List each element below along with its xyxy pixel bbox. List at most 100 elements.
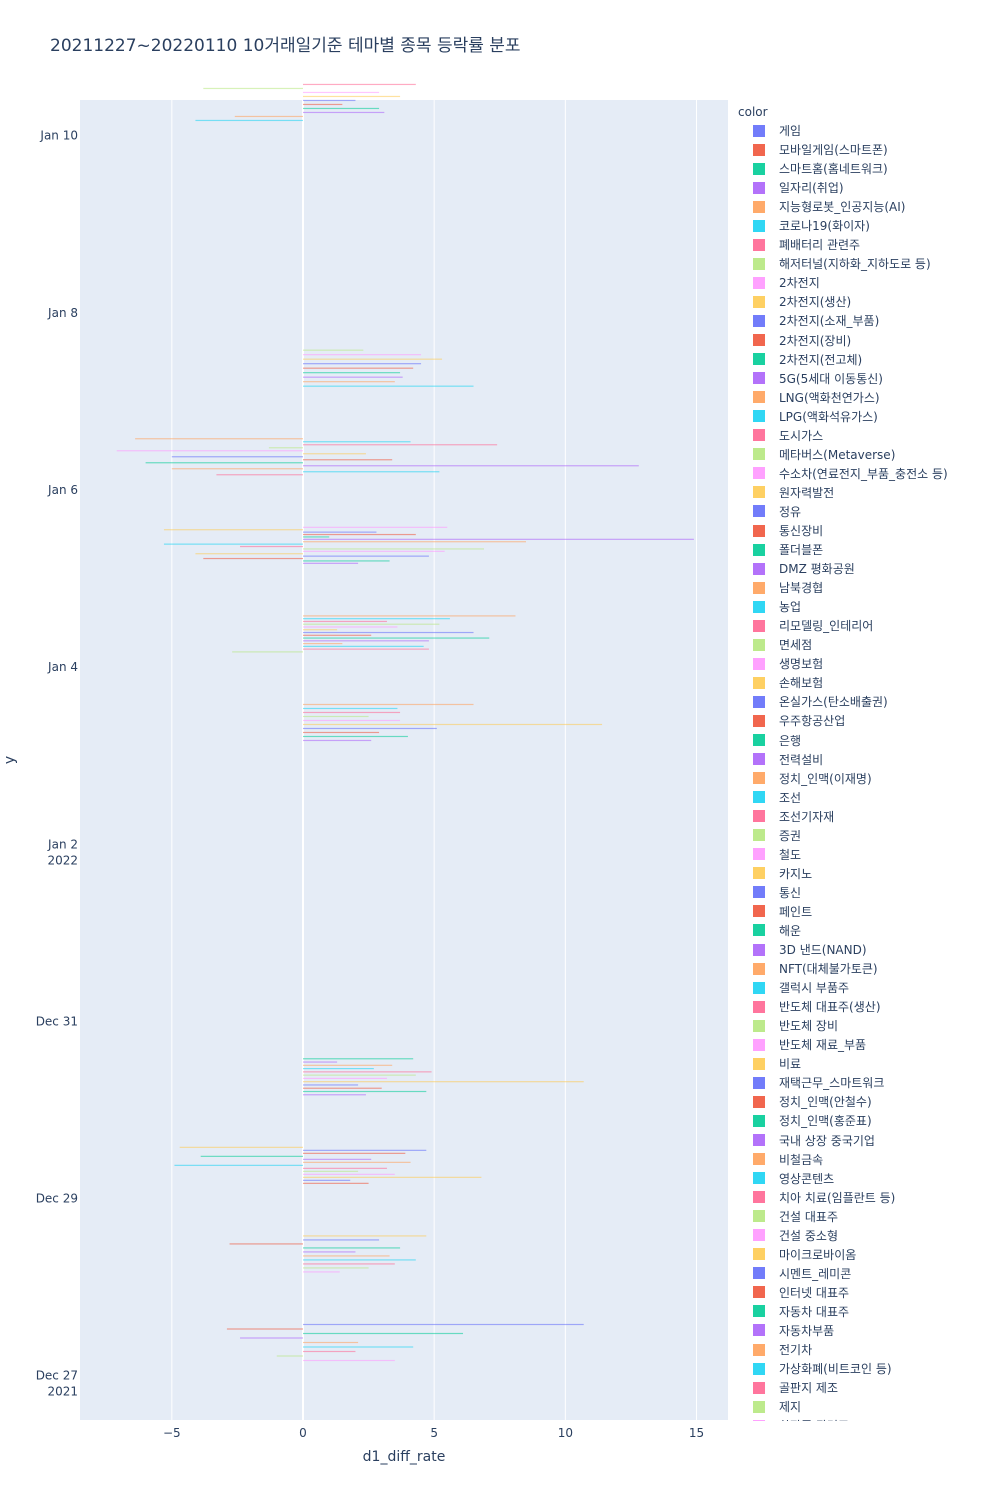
legend-swatch: [753, 695, 765, 708]
legend-item[interactable]: 2차전지(생산): [738, 292, 1000, 311]
legend-item[interactable]: 메타버스(Metaverse): [738, 445, 1000, 464]
legend-item[interactable]: LNG(액화천연가스): [738, 388, 1000, 407]
legend-label: 남북경협: [779, 581, 824, 596]
bar: [302, 560, 390, 562]
legend-swatch: [753, 1210, 765, 1223]
legend-item[interactable]: 치아 치료(임플란트 등): [738, 1188, 1000, 1207]
legend-item[interactable]: 조선기자재: [738, 807, 1000, 826]
legend-item[interactable]: 전기차: [738, 1340, 1000, 1359]
bar: [302, 1267, 369, 1269]
legend-item[interactable]: 반도체 대표주(생산): [738, 997, 1000, 1016]
legend-item[interactable]: 일자리(취업): [738, 178, 1000, 197]
legend-label: 가상화폐(비트코인 등): [779, 1362, 892, 1377]
legend-item[interactable]: 화장품 관련주: [738, 1416, 1000, 1421]
legend-swatch: [753, 1019, 765, 1032]
legend-item[interactable]: 자동차 대표주: [738, 1302, 1000, 1321]
legend-item[interactable]: 농업: [738, 597, 1000, 616]
legend-item[interactable]: 2차전지(소재_부품): [738, 311, 1000, 330]
legend-item[interactable]: 통신: [738, 883, 1000, 902]
legend-item[interactable]: 정치_인맥(홍준표): [738, 1111, 1000, 1130]
legend-item[interactable]: 마이크로바이옴: [738, 1245, 1000, 1264]
legend-item[interactable]: 반도체 재료_부품: [738, 1035, 1000, 1054]
legend-item[interactable]: 정유: [738, 502, 1000, 521]
legend-item[interactable]: 정치_인맥(안철수): [738, 1092, 1000, 1111]
legend-item[interactable]: 게임: [738, 121, 1000, 140]
legend-item[interactable]: 코로나19(화이자): [738, 216, 1000, 235]
legend-item[interactable]: 반도체 장비: [738, 1016, 1000, 1035]
legend-label: 건설 대표주: [779, 1209, 839, 1224]
legend-item[interactable]: 수소차(연료전지_부품_충전소 등): [738, 464, 1000, 483]
legend-item[interactable]: 2차전지: [738, 273, 1000, 292]
legend-swatch: [753, 1343, 765, 1356]
legend-item[interactable]: 정치_인맥(이재명): [738, 769, 1000, 788]
legend-item[interactable]: 3D 낸드(NAND): [738, 940, 1000, 959]
legend-item[interactable]: 손해보험: [738, 673, 1000, 692]
legend-item[interactable]: 면세점: [738, 635, 1000, 654]
bar: [226, 1328, 303, 1330]
bar: [302, 358, 443, 360]
bar: [145, 462, 303, 464]
legend-item[interactable]: 자동차부품: [738, 1321, 1000, 1340]
legend-item[interactable]: 영상콘텐츠: [738, 1169, 1000, 1188]
bar: [302, 548, 485, 550]
legend-item[interactable]: 카지노: [738, 864, 1000, 883]
legend-item[interactable]: 재택근무_스마트워크: [738, 1073, 1000, 1092]
legend-item[interactable]: 모바일게임(스마트폰): [738, 140, 1000, 159]
legend-item[interactable]: 원자력발전: [738, 483, 1000, 502]
legend-item[interactable]: 가상화폐(비트코인 등): [738, 1359, 1000, 1378]
legend-item[interactable]: LPG(액화석유가스): [738, 407, 1000, 426]
legend-item[interactable]: 건설 대표주: [738, 1207, 1000, 1226]
legend-item[interactable]: 조선: [738, 788, 1000, 807]
bar: [302, 1239, 380, 1241]
bar: [302, 618, 450, 620]
legend-item[interactable]: 생명보험: [738, 654, 1000, 673]
legend-item[interactable]: 스마트홈(홈네트워크): [738, 159, 1000, 178]
legend-item[interactable]: 철도: [738, 845, 1000, 864]
x-tick-label: 5: [430, 1426, 438, 1440]
legend-swatch: [753, 162, 765, 175]
legend-item[interactable]: 2차전지(전고체): [738, 350, 1000, 369]
legend-item[interactable]: 리모델링_인테리어: [738, 616, 1000, 635]
legend-item[interactable]: 통신장비: [738, 521, 1000, 540]
bar: [302, 1346, 414, 1348]
bar: [302, 381, 395, 383]
bar: [203, 87, 303, 90]
legend-item[interactable]: 비료: [738, 1054, 1000, 1073]
legend-item[interactable]: 온실가스(탄소배출권): [738, 692, 1000, 711]
legend-item[interactable]: 5G(5세대 이동통신): [738, 369, 1000, 388]
legend-item[interactable]: 제지: [738, 1397, 1000, 1416]
legend-item[interactable]: 폐배터리 관련주: [738, 235, 1000, 254]
legend-item[interactable]: 은행: [738, 731, 1000, 750]
legend-item[interactable]: 해저터널(지하화_지하도로 등): [738, 254, 1000, 273]
legend-label: 치아 치료(임플란트 등): [779, 1190, 896, 1205]
legend-item[interactable]: 폴더블폰: [738, 540, 1000, 559]
legend-item[interactable]: 골판지 제조: [738, 1378, 1000, 1397]
bar: [302, 376, 403, 378]
legend-label: 국내 상장 중국기업: [779, 1133, 875, 1148]
legend-item[interactable]: 페인트: [738, 902, 1000, 921]
legend-label: 2차전지(소재_부품): [779, 314, 880, 329]
legend-item[interactable]: 우주항공산업: [738, 711, 1000, 730]
bar: [302, 1350, 356, 1353]
legend-item[interactable]: 비철금속: [738, 1150, 1000, 1169]
legend-item[interactable]: 국내 상장 중국기업: [738, 1130, 1000, 1149]
legend-item[interactable]: DMZ 평화공원: [738, 559, 1000, 578]
legend-item[interactable]: 인터넷 대표주: [738, 1283, 1000, 1302]
legend-item[interactable]: 도시가스: [738, 426, 1000, 445]
bar: [240, 545, 303, 548]
legend-item[interactable]: 2차전지(장비): [738, 331, 1000, 350]
legend-item[interactable]: 시멘트_레미콘: [738, 1264, 1000, 1283]
legend-label: 폐배터리 관련주: [779, 238, 861, 253]
legend-item[interactable]: 갤럭시 부품주: [738, 978, 1000, 997]
legend-item[interactable]: 지능형로봇_인공지능(AI): [738, 197, 1000, 216]
legend-item[interactable]: 해운: [738, 921, 1000, 940]
legend-item[interactable]: 증권: [738, 826, 1000, 845]
bar: [302, 99, 356, 102]
bar: [302, 629, 338, 631]
legend-item[interactable]: 건설 중소형: [738, 1226, 1000, 1245]
legend-item[interactable]: 전력설비: [738, 750, 1000, 769]
x-tick-label: 15: [689, 1426, 704, 1440]
legend-item[interactable]: 남북경협: [738, 578, 1000, 597]
legend-item[interactable]: NFT(대체불가토큰): [738, 959, 1000, 978]
bar: [302, 372, 401, 374]
